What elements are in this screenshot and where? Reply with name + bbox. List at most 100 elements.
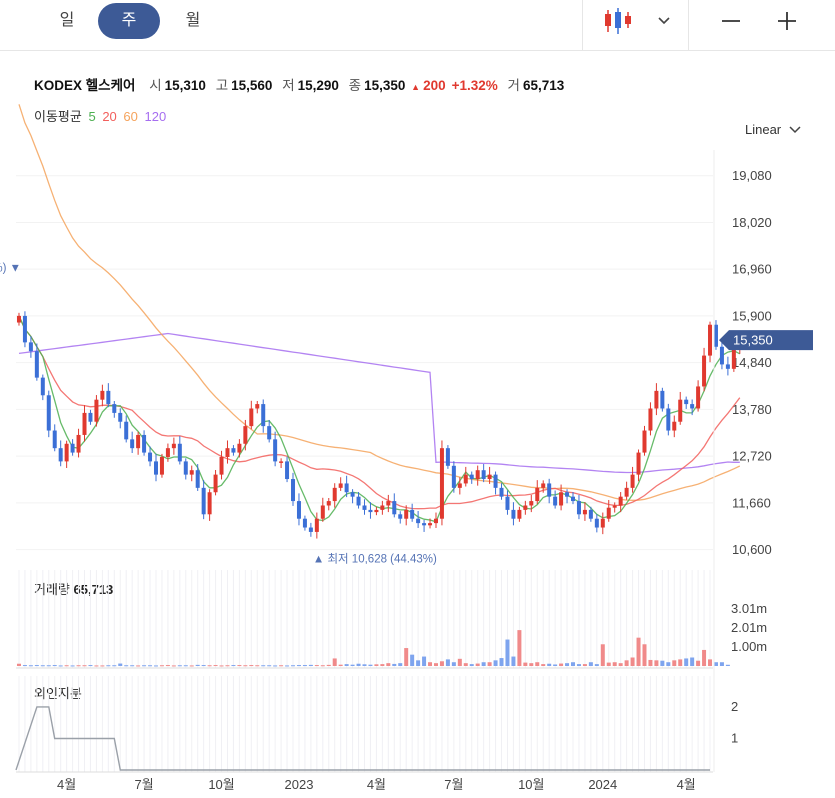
volume-label: 거 (507, 78, 520, 93)
volume-bar (672, 660, 677, 666)
volume-bar (678, 659, 683, 666)
volume-bar (547, 663, 552, 666)
candle-body (386, 501, 391, 506)
candle-body (183, 461, 188, 475)
volume-bar (46, 665, 51, 667)
candle-body (308, 527, 313, 532)
volume-bar (410, 654, 415, 666)
volume-bar (82, 665, 87, 667)
volume-bar (463, 663, 468, 666)
candle-body (52, 430, 57, 449)
low-label: 저 (282, 78, 295, 93)
candle-body (261, 404, 266, 427)
instrument-name: KODEX 헬스케어 (34, 78, 136, 93)
close-label: 종 (348, 78, 362, 93)
y-tick-label: 10,600 (732, 542, 772, 557)
candle-body (237, 443, 242, 453)
y-tick-label: 14,840 (732, 355, 772, 370)
volume-bar (445, 659, 450, 666)
volume-bar (124, 665, 129, 667)
volume-bar (576, 664, 581, 666)
volume-bar (344, 664, 349, 666)
volume-bar (582, 664, 587, 666)
tab-week[interactable]: 주 (98, 3, 160, 39)
volume-bar (571, 662, 576, 666)
volume-bar (94, 665, 99, 667)
candle-body (648, 408, 653, 431)
max-annotation: 최고 16,862 (-8.97%) ▼ (0, 262, 21, 275)
candle-body (130, 439, 135, 449)
volume-bar (112, 665, 117, 667)
volume-bar (28, 665, 33, 667)
volume-bar (475, 663, 480, 666)
candlestick-icon[interactable] (598, 6, 638, 36)
candle-body (302, 518, 307, 528)
volume-bar (713, 662, 718, 666)
candle-body (624, 487, 629, 497)
candle-body (606, 507, 611, 519)
candle-body (529, 501, 534, 506)
change-value: 200 (423, 78, 446, 93)
candle-body (475, 470, 480, 480)
volume-axis-label: 2.01m (731, 620, 767, 635)
tab-day[interactable]: 일 (59, 12, 75, 29)
candle-body (630, 474, 635, 488)
candle-body (713, 324, 718, 347)
chevron-down-icon (789, 126, 801, 134)
chevron-down-icon[interactable] (652, 6, 676, 36)
y-tick-label: 13,780 (732, 402, 772, 417)
candle-body (46, 395, 51, 431)
moving-average-legend[interactable]: 이동평균 5 20 60 120 (34, 106, 169, 125)
volume-bar (225, 665, 230, 667)
volume-bar (189, 665, 194, 667)
plus-icon[interactable] (772, 6, 802, 36)
volume-bar (183, 665, 188, 667)
volume-bar (690, 657, 695, 666)
candle-body (231, 448, 236, 453)
candle-body (118, 412, 123, 422)
volume-bar (529, 663, 534, 666)
change-arrow: ▲ (411, 82, 421, 92)
volume-bar (719, 662, 724, 666)
candle-body (600, 518, 605, 528)
candle-body (267, 426, 272, 440)
candle-body (404, 509, 409, 519)
candle-body (582, 509, 587, 515)
volume-bar (565, 663, 570, 666)
candle-body (291, 479, 296, 502)
candle-body (225, 448, 230, 457)
volume-bar (511, 656, 516, 666)
candle-body (58, 448, 63, 462)
candle-body (255, 404, 260, 409)
scale-selector[interactable]: Linear (745, 122, 801, 137)
volume-bar (666, 662, 671, 666)
volume-bar (654, 660, 659, 666)
candle-body (719, 346, 724, 365)
candle-body (171, 443, 176, 449)
x-tick-label: 7월 (444, 777, 463, 792)
candle-body (565, 492, 570, 497)
candle-body (433, 518, 438, 524)
volume-bar (404, 648, 409, 666)
volume-bar (559, 663, 564, 666)
volume-bar (34, 665, 39, 667)
candle-body (594, 518, 599, 528)
candle-body (445, 448, 450, 466)
volume-bar (320, 665, 325, 667)
tab-month[interactable]: 월 (185, 12, 201, 29)
minus-icon[interactable] (716, 6, 746, 36)
foreign-axis-label: 1 (731, 730, 738, 745)
candle-body (678, 399, 683, 422)
candle-body (559, 492, 564, 506)
x-tick-label: 4월 (677, 777, 696, 792)
candle-body (350, 492, 355, 497)
candle-body (148, 452, 153, 462)
chart-toolbar: 일 주 월 (0, 0, 835, 51)
y-tick-label: 18,020 (732, 215, 772, 230)
candle-body (493, 474, 498, 488)
candle-body (296, 501, 301, 519)
candle-body (612, 505, 617, 508)
candle-body (165, 448, 170, 457)
volume-bar (702, 649, 707, 666)
